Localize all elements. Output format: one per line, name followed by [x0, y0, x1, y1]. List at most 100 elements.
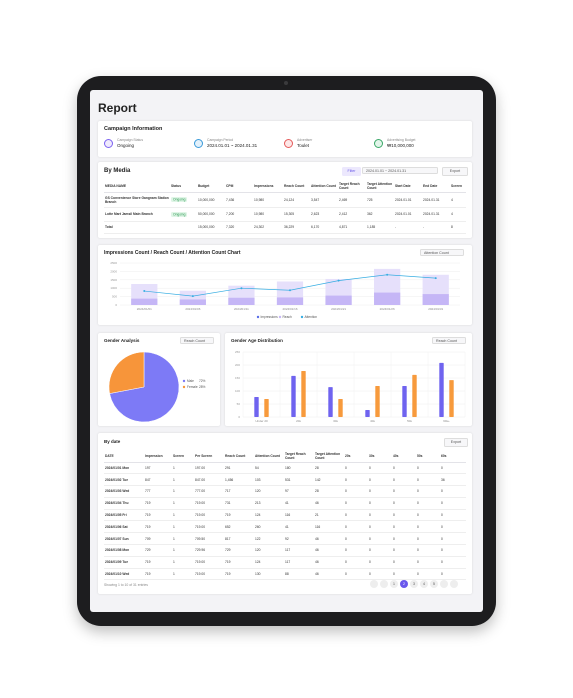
by-media-card: By Media Filter 2024.01.01 ~ 2024.01.31 … — [98, 162, 472, 238]
date-range-input[interactable]: 2024.01.01 ~ 2024.01.31 — [362, 167, 438, 174]
cell-text: 729.96 — [195, 548, 206, 553]
cell-text: 719 — [145, 501, 151, 506]
cell-text: 2024/01/08 Mon — [105, 548, 130, 553]
table-cell: 1 — [172, 532, 194, 546]
export-button[interactable]: Export — [444, 438, 468, 447]
table-cell: 120 — [254, 544, 284, 557]
column-header: Attention Count — [254, 451, 284, 463]
bar — [402, 386, 407, 417]
table-cell: 4 — [450, 192, 466, 208]
cell-text: 2024.01.31 — [423, 212, 440, 216]
cell-text: 0 — [441, 513, 443, 518]
page-nav-button[interactable] — [380, 580, 388, 588]
cell-text: 719.00 — [195, 560, 206, 565]
table-cell: 0 — [368, 485, 392, 498]
cell-text: 709 — [145, 536, 151, 541]
table-cell: 2024.01.01 — [394, 207, 422, 222]
table-cell: 0 — [368, 544, 392, 557]
page-button[interactable]: 4 — [420, 580, 428, 588]
header-row: MEDIA NAME Status Budget CPM Impressions Reac… — [104, 180, 466, 193]
table-cell: 28 — [314, 462, 344, 475]
legend-swatch — [300, 315, 304, 319]
cell-text: 777 — [145, 489, 151, 494]
column-header: CPM — [225, 180, 253, 193]
metric-dropdown[interactable]: Attention Count — [420, 249, 464, 256]
cell-text: 10,000,000 — [198, 197, 215, 202]
y-tick-label: 1500 — [110, 278, 117, 282]
page-button[interactable]: 1 — [390, 580, 398, 588]
table-cell: 120 — [254, 485, 284, 498]
gender-card: Gender Analysis Reach Count Male 72% Femal… — [98, 333, 220, 426]
table-cell: - — [422, 221, 450, 234]
card-title: By date — [104, 439, 121, 444]
table-cell: 46 — [314, 568, 344, 581]
table-cell: 0 — [392, 485, 416, 498]
cell-text: 0 — [369, 572, 371, 577]
table-cell: Ongoing — [170, 192, 197, 208]
table-cell: Ongoing — [170, 207, 197, 222]
table-row: 2024/01/06 Sat 719 1 719.00 652 260 41 116 0 0 0 0 0 — [104, 520, 466, 534]
cell-text: 260 — [255, 524, 261, 529]
table-cell: 24,124 — [283, 192, 310, 208]
cell-text: 0 — [345, 501, 347, 506]
column-header: Impression — [144, 451, 172, 463]
bar — [325, 295, 352, 305]
page-nav-button[interactable] — [370, 580, 378, 588]
table-cell: 2024/01/02 Tue — [104, 473, 144, 487]
page-button[interactable]: 3 — [410, 580, 418, 588]
cell-text: 0 — [393, 548, 395, 553]
cell-text: 2024/01/06 Sat — [105, 524, 128, 529]
legend-label: Female — [187, 385, 198, 389]
metric-dropdown[interactable]: Reach Count — [180, 337, 214, 344]
legend-label: Male — [187, 379, 194, 383]
page-button[interactable]: 5 — [430, 580, 438, 588]
cell-text: 0 — [393, 465, 395, 470]
cell-text: 117 — [285, 548, 291, 553]
table-cell: 719 — [224, 568, 254, 581]
y-tick-label: 150 — [235, 376, 240, 380]
page-nav-button[interactable] — [440, 580, 448, 588]
filter-button[interactable]: Filter — [342, 167, 361, 176]
cell-text: 0 — [345, 560, 347, 565]
info-value: Toulet — [297, 143, 310, 148]
metric-dropdown[interactable]: Reach Count — [432, 337, 466, 344]
table-cell: 1 — [172, 509, 194, 522]
cell-text: 2024/01/03 Wed — [105, 489, 130, 494]
cell-text: 124 — [255, 513, 261, 518]
cell-text: 46 — [315, 560, 319, 565]
legend-label: Reach — [283, 315, 292, 319]
table-cell: 2024/01/04 Thu — [104, 497, 144, 510]
table-cell: 0 — [392, 462, 416, 475]
table-cell: 0 — [392, 568, 416, 581]
table-cell: 24,302 — [253, 221, 283, 234]
table-cell: 0 — [440, 532, 466, 546]
table-cell: 729 — [224, 544, 254, 557]
cell-text: 46 — [315, 548, 319, 553]
page-nav-button[interactable] — [450, 580, 458, 588]
table-cell: 847 — [144, 473, 172, 487]
table-cell: 15,000,000 — [197, 221, 225, 234]
table-cell: 0 — [416, 532, 440, 546]
cell-text: 0 — [393, 501, 395, 506]
cell-text: 1 — [173, 572, 175, 577]
cell-text: 719.00 — [195, 524, 206, 529]
info-icon — [104, 139, 113, 148]
table-row: Lotte Mart Jamsil Main Branch Ongoing 50,0… — [104, 207, 466, 222]
cell-text: 142 — [315, 477, 321, 482]
info-value: ₩10,000,000 — [387, 143, 414, 148]
table-cell: 1 — [172, 544, 194, 557]
column-header: End Date — [422, 180, 450, 193]
column-header: Start Date — [394, 180, 422, 193]
cell-text: 1 — [173, 501, 175, 506]
cell-text: 847.00 — [195, 477, 206, 482]
cell-text: 46 — [315, 572, 319, 577]
cell-text: 2024/01/01 Mon — [105, 465, 130, 470]
column-header: Screen — [450, 180, 466, 193]
page-button[interactable]: 2 — [400, 580, 408, 588]
cell-text: 0 — [369, 536, 371, 541]
impressions-card: Impressions Count / Reach Count / Attent… — [98, 245, 472, 325]
info-value: 2024.01.01 ~ 2024.01.31 — [207, 143, 258, 148]
cell-text: 0 — [369, 548, 371, 553]
export-button[interactable]: Export — [442, 167, 468, 176]
table-cell: 0 — [416, 509, 440, 522]
